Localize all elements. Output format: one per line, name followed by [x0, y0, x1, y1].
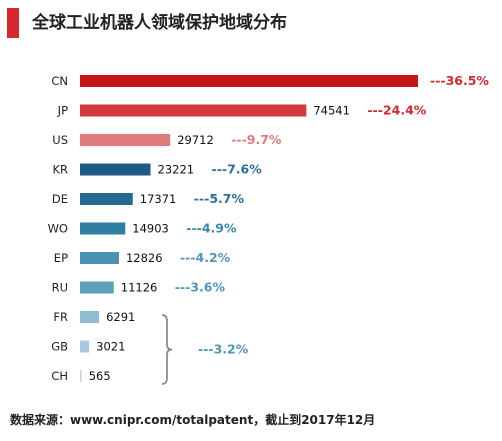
percent-label-ru: ---3.6% [175, 280, 226, 295]
category-label-ru: RU [52, 281, 68, 295]
bar-ch [80, 370, 82, 382]
category-label-jp: JP [57, 104, 68, 118]
value-label-ru: 11126 [121, 281, 158, 295]
bar-ru [80, 281, 114, 294]
bar-wo [80, 222, 126, 235]
value-label-fr: 6291 [106, 310, 135, 324]
percent-label-wo: ---4.9% [186, 221, 237, 236]
percent-label-de: ---5.7% [194, 191, 245, 206]
bar-fr [80, 311, 100, 323]
percent-label-ep: ---4.2% [180, 250, 231, 265]
group-percent-label: ---3.2% [198, 342, 249, 357]
value-label-jp: 74541 [313, 104, 350, 118]
data-source-note: 数据来源：www.cnipr.com/totalpatent，截止到2017年1… [10, 413, 376, 427]
bar-de [80, 193, 133, 205]
category-label-us: US [52, 133, 68, 147]
category-label-gb: GB [51, 340, 68, 354]
value-label-ep: 12826 [126, 251, 163, 265]
value-label-ch: 565 [89, 369, 111, 383]
bar-ep [80, 252, 119, 264]
value-label-gb: 3021 [96, 340, 125, 354]
bar-jp [80, 104, 307, 117]
category-label-ch: CH [51, 369, 68, 383]
chart-title: 全球工业机器人领域保护地域分布 [32, 13, 287, 33]
percent-label-jp: ---24.4% [367, 103, 426, 118]
value-label-kr: 23221 [158, 163, 195, 177]
category-label-cn: CN [51, 74, 68, 88]
bar-us [80, 134, 171, 146]
bar-kr [80, 163, 151, 176]
bar-gb [80, 340, 90, 353]
value-label-de: 17371 [140, 192, 177, 206]
value-label-wo: 14903 [132, 222, 169, 236]
group-bracket [161, 314, 173, 385]
value-label-us: 29712 [177, 133, 214, 147]
percent-label-kr: ---7.6% [212, 162, 263, 177]
category-label-de: DE [52, 192, 68, 206]
bar-cn [80, 75, 418, 87]
title-accent-bar [7, 8, 19, 38]
category-label-kr: KR [52, 163, 68, 177]
percent-label-cn: ---36.5% [430, 73, 489, 88]
category-label-ep: EP [54, 251, 68, 265]
category-label-fr: FR [53, 310, 68, 324]
percent-label-us: ---9.7% [231, 132, 282, 147]
category-label-wo: WO [48, 222, 68, 236]
